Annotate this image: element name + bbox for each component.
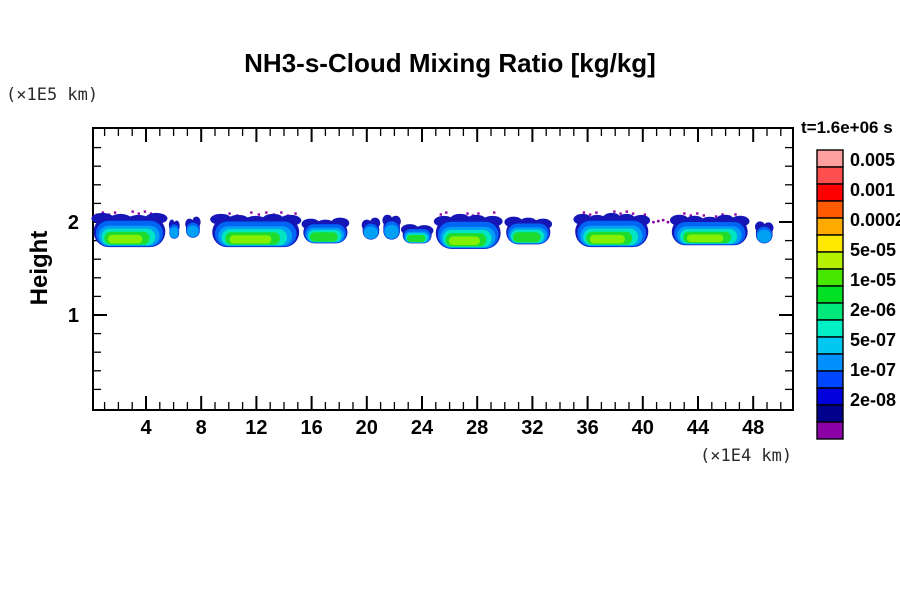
x-tick-label: 8 [196,417,207,439]
legend-color-box [816,302,844,321]
cloud-speck [656,219,660,223]
cloud-speck [131,210,134,213]
cloud-speck [137,212,140,215]
cloud-speck [683,212,686,215]
legend-color-box [816,200,844,219]
cloud-layer [512,232,541,243]
cloud-speck [696,212,699,215]
cloud-speck [643,213,647,216]
legend-color-box [816,319,844,338]
cloud-layer [229,235,272,244]
x-tick-label: 4 [140,417,152,439]
cloud-layer [686,234,724,243]
cloud-layer [186,225,199,238]
cloud-speck [280,211,283,214]
legend-label: 5e-07 [850,330,896,350]
cloud-speck [265,211,268,214]
legend-color-box [816,421,844,440]
x-tick-label: 12 [245,417,267,439]
legend-label: 2e-06 [850,300,896,320]
cloud-speck [714,215,718,218]
chart-title: NH3-s-Cloud Mixing Ratio [kg/kg] [244,48,656,78]
cloud-speck [228,212,231,215]
legend-label: 0.005 [850,150,895,170]
x-axis-unit-label: (×1E4 km) [700,446,793,466]
legend-label: 5e-05 [850,240,896,260]
legend-label: 0.001 [850,180,895,200]
x-tick-label: 28 [466,417,488,439]
x-tick-label: 24 [411,417,434,439]
legend-color-box [816,268,844,287]
legend-color-box [816,166,844,185]
cloud-speck [595,211,598,214]
cloud-speck [477,212,480,215]
cloud-speck [734,213,737,216]
cloud-speck [143,210,147,213]
y-tick-label: 1 [68,305,79,327]
legend-color-box [816,285,844,304]
x-tick-label: 20 [356,417,378,439]
cloud-speck [625,210,629,213]
cloud-speck [689,214,693,217]
cloud-speck [101,211,105,214]
x-tick-label: 40 [632,417,654,439]
legend-label: 1e-07 [850,360,896,380]
cloud-speck [250,211,253,214]
cloud-layer [170,227,179,239]
cloud-speck [652,220,655,224]
cloud-speck [619,212,622,215]
cloud-speck [257,213,261,216]
x-tick-label: 36 [576,417,598,439]
legend-time-label: t=1.6e+06 s [801,118,893,137]
x-tick-label: 48 [742,417,764,439]
legend-color-box [816,353,844,372]
cloud-layer [757,229,772,243]
cloud-speck [113,211,117,214]
legend-color-box [816,234,844,253]
cloud-speck [631,212,635,215]
cloud-layer [363,226,378,239]
cloud-speck [661,218,665,222]
legend-color-box [816,336,844,355]
y-axis-title: Height [26,230,53,306]
cloud-layer [589,234,625,244]
cloud-layer [384,224,399,239]
cloud-layer [107,234,143,244]
legend-color-box [816,370,844,389]
cloud-layer [309,232,338,242]
cloud-speck [588,213,592,216]
cloud-speck [582,211,586,214]
legend-label: 0.0002 [850,210,900,230]
cloud-speck [493,211,496,214]
y-tick-label: 2 [68,212,79,234]
y-axis-unit-label: (×1E5 km) [6,85,99,105]
legend-label: 1e-05 [850,270,896,290]
legend-color-box [816,387,844,406]
cloud-speck [666,220,670,224]
legend-color-box [816,217,844,236]
cloud-speck [466,212,469,215]
x-tick-label: 32 [521,417,543,439]
cloud-speck [721,213,724,216]
cloud-speck [439,213,443,216]
cloud-speck [702,214,706,217]
legend-color-box [816,183,844,202]
legend-color-box [816,404,844,423]
cloud-speck [613,210,616,213]
legend-label: 2e-08 [850,390,896,410]
legend-color-box [816,251,844,270]
x-tick-label: 16 [300,417,322,439]
cloud-layer [448,236,480,246]
cloud-speck [294,212,297,215]
x-tick-label: 44 [687,417,710,439]
cloud-speck [445,211,448,214]
legend-color-box [816,149,844,168]
plot-frame [92,127,794,411]
cloud-layer [407,235,426,243]
